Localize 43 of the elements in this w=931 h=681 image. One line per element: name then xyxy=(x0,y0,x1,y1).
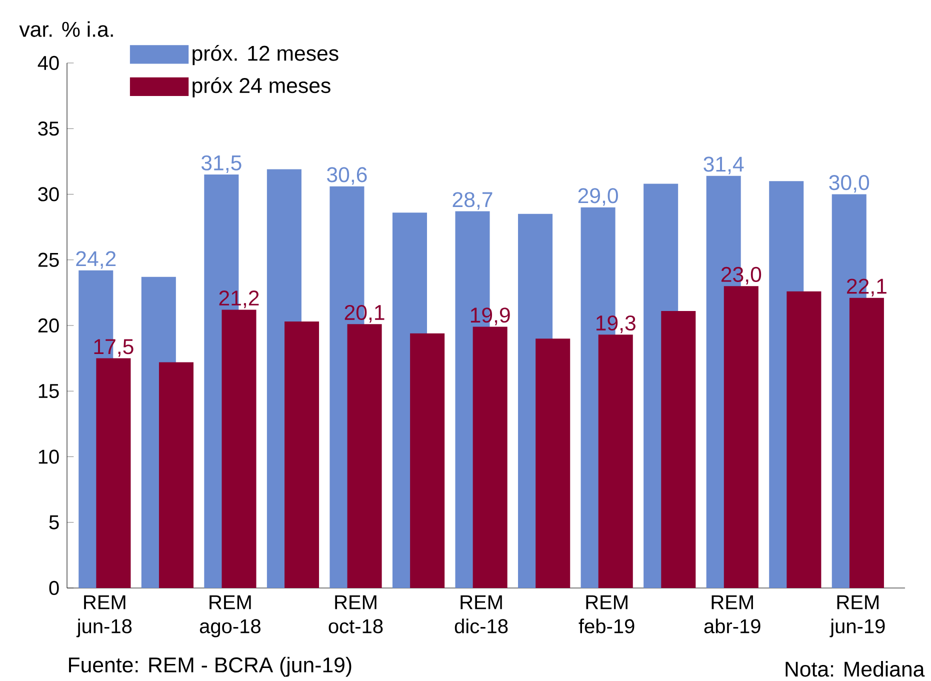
data-label: 24,2 xyxy=(76,251,116,269)
legend-label: próx 24 meses xyxy=(192,77,330,98)
y-tick-label: 10 xyxy=(38,450,59,464)
x-tick-label: REM ago-18 xyxy=(200,595,260,638)
y-tick-label: 20 xyxy=(38,318,59,333)
x-tick-label: REM jun-18 xyxy=(76,595,132,638)
y-tick-label: 0 xyxy=(49,580,59,596)
bar xyxy=(724,286,758,588)
bar xyxy=(536,338,570,588)
y-axis-title: var. % i.a. xyxy=(19,21,113,37)
bar xyxy=(849,298,884,588)
bar xyxy=(598,334,633,588)
bar xyxy=(472,326,508,588)
y-tick-label: 5 xyxy=(49,515,59,530)
source-note: Fuente: REM - BCRA (jun-19) xyxy=(69,656,352,677)
x-tick-label: REM abr-19 xyxy=(704,595,760,634)
bar xyxy=(410,333,445,588)
data-label: 29,0 xyxy=(578,188,618,206)
bar xyxy=(222,310,256,588)
x-tick-label: REM feb-19 xyxy=(578,595,634,634)
bar xyxy=(96,358,131,588)
x-tick-label: REM jun-19 xyxy=(830,595,885,638)
x-tick-label: REM dic-18 xyxy=(454,595,508,634)
x-tick-label: REM oct-18 xyxy=(328,595,383,634)
data-label: 30,6 xyxy=(327,167,367,185)
bar xyxy=(158,362,194,588)
y-tick-label: 40 xyxy=(38,56,59,70)
data-label: 30,0 xyxy=(829,175,870,193)
y-tick-label: 25 xyxy=(38,252,59,267)
data-label: 31,4 xyxy=(704,156,744,174)
y-tick-label: 35 xyxy=(38,122,59,136)
legend-label: próx. 12 meses xyxy=(192,44,338,66)
bar xyxy=(661,311,696,588)
data-label: 21,2 xyxy=(219,290,259,308)
y-tick-label: 30 xyxy=(38,187,59,202)
data-label: 31,5 xyxy=(201,155,242,173)
y-tick-label: 15 xyxy=(38,384,59,398)
bar xyxy=(786,291,822,588)
bar xyxy=(284,322,320,588)
data-label: 20,1 xyxy=(344,304,384,323)
bar xyxy=(347,324,382,588)
text: Nota: Mediana xyxy=(786,661,925,677)
data-label: 28,7 xyxy=(452,192,492,210)
